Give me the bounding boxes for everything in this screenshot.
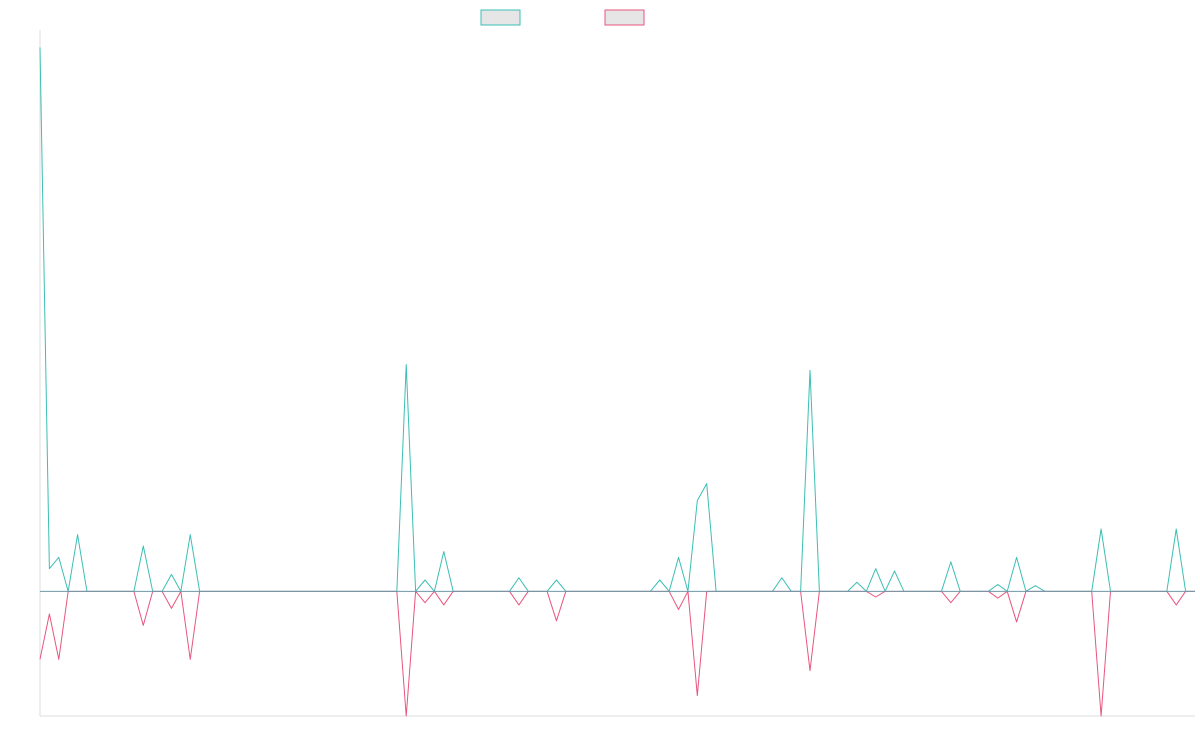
axes bbox=[39, 30, 1195, 717]
series-line-1 bbox=[39, 47, 1195, 592]
legend bbox=[480, 9, 645, 26]
legend-swatch-1[interactable] bbox=[480, 9, 521, 26]
legend-swatch-2[interactable] bbox=[604, 9, 645, 26]
series-line-2 bbox=[39, 590, 1195, 717]
series-layer bbox=[39, 47, 1195, 717]
